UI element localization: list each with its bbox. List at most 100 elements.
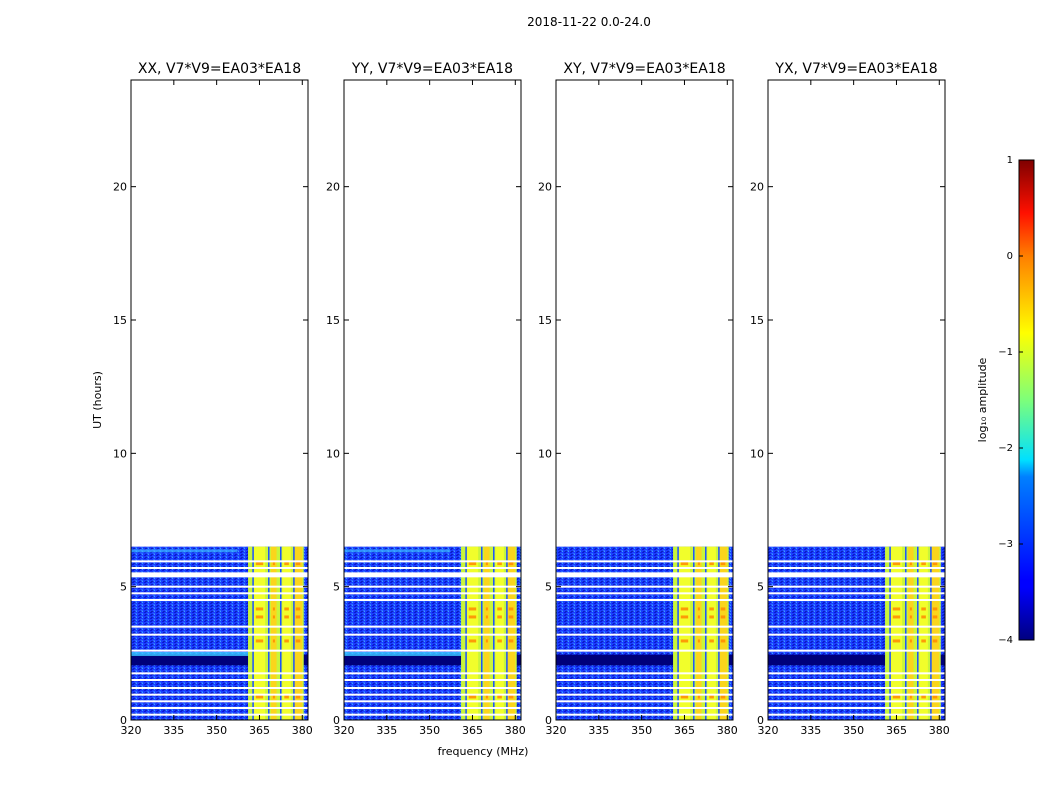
rfi-hotspot: [255, 607, 264, 611]
rfi-hotspot: [468, 615, 477, 619]
channel-gap: [930, 546, 932, 720]
rfi-hotspot: [272, 615, 275, 619]
flagged-time-band: [556, 560, 733, 563]
x-tick-label: 380: [505, 724, 526, 737]
flagged-time-gap: [131, 573, 308, 578]
x-tick-label: 350: [843, 724, 864, 737]
flagged-time-band: [131, 649, 308, 652]
rfi-hotspot: [468, 639, 477, 643]
rfi-hotspot: [921, 695, 926, 699]
low-amplitude-band: [556, 654, 733, 666]
flagged-time-band: [556, 679, 733, 681]
flagged-time-band: [131, 633, 308, 636]
rfi-hotspot: [272, 607, 275, 611]
rfi-hotspot: [720, 695, 726, 699]
rfi-hotspot: [284, 607, 289, 611]
rfi-hotspot: [497, 695, 502, 699]
rfi-hotspot: [709, 562, 714, 566]
flagged-time-band: [131, 713, 308, 716]
flagged-time-band: [556, 713, 733, 716]
low-amplitude-band: [131, 654, 308, 666]
colorbar-tick-label: −4: [998, 635, 1013, 646]
rfi-hotspot: [284, 615, 289, 619]
rfi-hotspot: [255, 695, 264, 699]
y-tick-label: 20: [538, 181, 552, 194]
flagged-time-band: [556, 633, 733, 636]
channel-gap: [481, 546, 483, 720]
rfi-hotspot: [508, 615, 514, 619]
panel-2: XY, V7*V9=EA03*EA18 0 5 10 15 20 320 335 350 365 3…: [538, 61, 738, 737]
plot-frame: [767, 79, 946, 721]
rfi-channel-block: [907, 546, 914, 720]
rfi-hotspot: [295, 607, 301, 611]
rfi-hotspot: [272, 562, 275, 566]
y-tick-label: 10: [326, 447, 340, 460]
flagged-time-band: [131, 560, 308, 563]
rfi-channel-block: [695, 546, 702, 720]
rfi-hotspot: [892, 562, 901, 566]
channel-gap: [917, 546, 919, 720]
colorbar-tick-label: 1: [1007, 155, 1013, 166]
y-tick-label: 5: [757, 581, 764, 594]
rfi-hotspot: [508, 607, 514, 611]
flagged-time-band: [556, 687, 733, 689]
channel-gap: [693, 546, 695, 720]
channel-gap: [268, 546, 270, 720]
y-tick-label: 15: [326, 314, 340, 327]
cyan-band-top: [344, 549, 451, 553]
rfi-hotspot: [295, 695, 301, 699]
rfi-hotspot: [921, 639, 926, 643]
x-tick-label: 335: [588, 724, 609, 737]
rfi-channel-block: [890, 546, 903, 720]
rfi-hotspot: [284, 562, 289, 566]
rfi-channel-block: [282, 546, 291, 720]
rfi-hotspot: [485, 695, 488, 699]
flagged-time-band: [131, 679, 308, 681]
panel-0: XX, V7*V9=EA03*EA18 0 5 10 15 20 320 335 350 365 3…: [113, 61, 313, 737]
channel-gap: [506, 546, 508, 720]
flagged-time-band: [344, 679, 521, 681]
x-axis-label: frequency (MHz): [438, 745, 529, 758]
flagged-time-band: [768, 633, 945, 636]
rfi-hotspot: [497, 615, 502, 619]
rfi-hotspot: [697, 607, 700, 611]
rfi-hotspot: [921, 615, 926, 619]
y-tick-label: 20: [326, 181, 340, 194]
rfi-hotspot: [709, 615, 714, 619]
y-tick-label: 20: [113, 181, 127, 194]
rfi-hotspot: [255, 615, 264, 619]
rfi-channel-block: [495, 546, 504, 720]
flagged-time-band: [556, 585, 733, 588]
rfi-hotspot: [909, 639, 912, 643]
flagged-time-band: [344, 649, 521, 652]
panel-title: YX, V7*V9=EA03*EA18: [774, 61, 937, 77]
rfi-hotspot: [272, 639, 275, 643]
panel-title: XX, V7*V9=EA03*EA18: [138, 61, 301, 77]
flagged-time-band: [131, 672, 308, 675]
rfi-hotspot: [932, 639, 938, 643]
colorbar-label: log₁₀ amplitude: [976, 357, 989, 442]
rfi-hotspot: [932, 695, 938, 699]
x-tick-label: 365: [462, 724, 483, 737]
flagged-time-band: [556, 672, 733, 675]
y-tick-label: 0: [120, 714, 127, 727]
panel-3: YX, V7*V9=EA03*EA18 0 5 10 15 20 320 335 350 365 3…: [750, 61, 950, 737]
rfi-hotspot: [255, 639, 264, 643]
rfi-channel-block: [483, 546, 490, 720]
flagged-time-gap: [556, 573, 733, 578]
flagged-time-band: [556, 592, 733, 595]
colorbar-tick-label: −2: [998, 443, 1013, 454]
y-tick-label: 15: [750, 314, 764, 327]
flagged-time-band: [768, 560, 945, 563]
rfi-hotspot: [295, 615, 301, 619]
colorbar-frame: [1018, 159, 1035, 641]
low-amplitude-band: [344, 654, 521, 666]
flagged-time-band: [768, 672, 945, 675]
rfi-hotspot: [468, 562, 477, 566]
flagged-time-band: [131, 687, 308, 689]
flagged-time-band: [131, 567, 308, 569]
flagged-time-band: [768, 687, 945, 689]
flagged-time-band: [344, 707, 521, 709]
rfi-hotspot: [909, 607, 912, 611]
flagged-time-band: [768, 599, 945, 601]
